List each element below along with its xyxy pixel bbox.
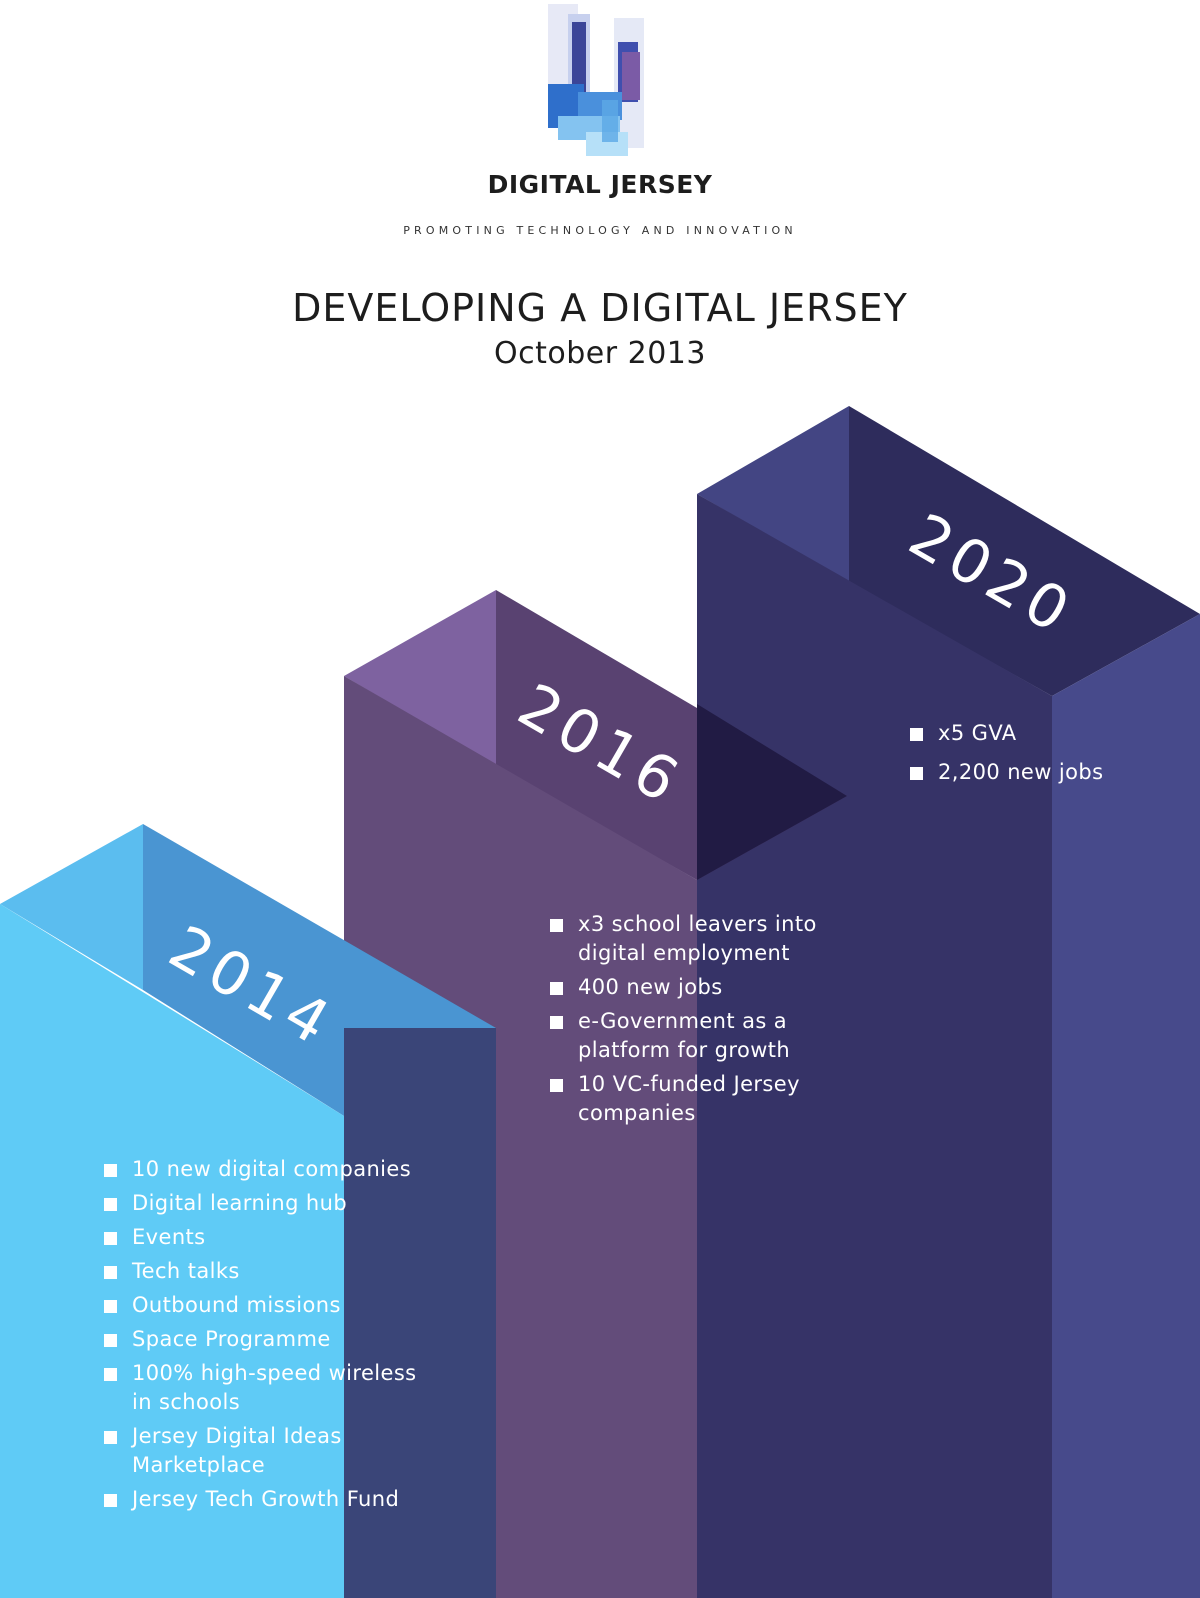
list-item: 400 new jobs	[550, 973, 850, 1002]
column-2014-overlap	[344, 1028, 496, 1598]
list-item: x5 GVA	[910, 719, 1170, 748]
list-item: Digital learning hub	[104, 1189, 444, 1218]
brand-name: DIGITAL JERSEY	[487, 170, 713, 199]
milestone-list-2020: x5 GVA 2,200 new jobs	[910, 719, 1170, 797]
column-2020-top-left	[697, 406, 849, 582]
column-2020-side	[1052, 614, 1200, 1598]
digital-jersey-logo-icon	[548, 4, 644, 156]
column-2014-front	[0, 904, 344, 1598]
page-date: October 2013	[494, 336, 706, 371]
list-item: Tech talks	[104, 1257, 444, 1286]
list-item: Jersey Digital Ideas Marketplace	[104, 1422, 372, 1480]
brand-tagline: PROMOTING TECHNOLOGY AND INNOVATION	[403, 224, 797, 237]
column-2016-shadow	[697, 704, 847, 880]
column-2016-top-left	[344, 590, 496, 766]
list-item: 100% high-speed wireless in schools	[104, 1359, 432, 1417]
list-item: x3 school leavers into digital employmen…	[550, 910, 840, 968]
milestone-list-2016: x3 school leavers into digital employmen…	[550, 910, 850, 1133]
list-item: 2,200 new jobs	[910, 758, 1170, 787]
list-item: Outbound missions	[104, 1291, 444, 1320]
column-2014-top-left	[0, 824, 143, 990]
list-item: Space Programme	[104, 1325, 444, 1354]
list-item: Jersey Tech Growth Fund	[104, 1485, 444, 1514]
list-item: Events	[104, 1223, 444, 1252]
list-item: 10 VC-funded Jersey companies	[550, 1070, 818, 1128]
column-2020-top-right	[849, 406, 1200, 696]
list-item: 10 new digital companies	[104, 1155, 444, 1184]
list-item: e-Government as a platform for growth	[550, 1007, 818, 1065]
page-title: DEVELOPING A DIGITAL JERSEY	[292, 286, 908, 330]
milestone-list-2014: 10 new digital companies Digital learnin…	[104, 1155, 444, 1519]
